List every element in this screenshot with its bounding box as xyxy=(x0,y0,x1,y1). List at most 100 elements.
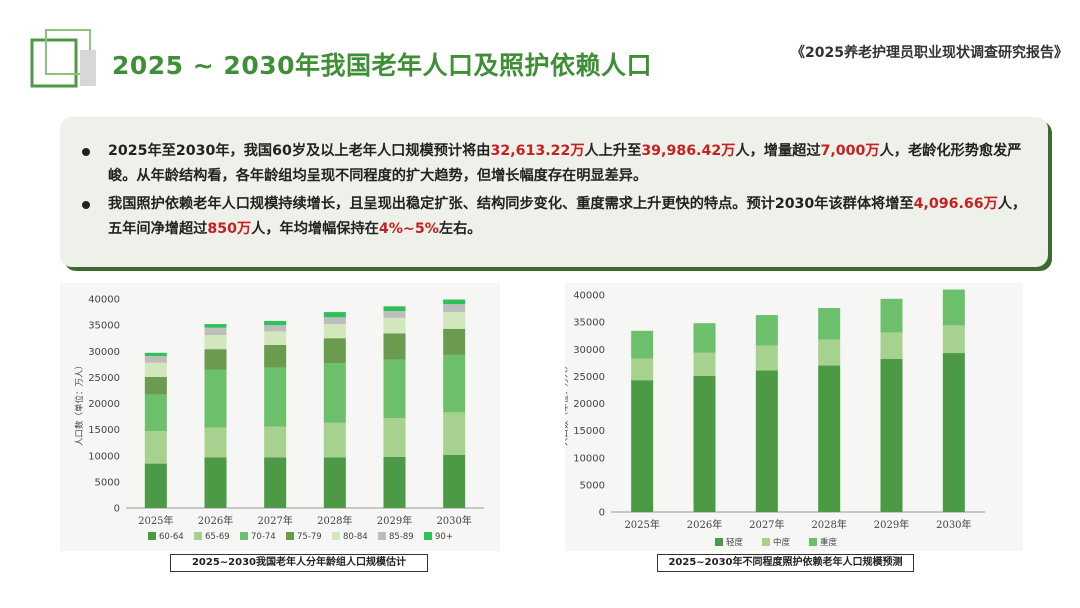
bar-segment xyxy=(204,349,227,370)
age-group-chart-caption: 2025~2030我国老年人分年龄组人口规模估计 xyxy=(170,554,428,572)
legend-swatch xyxy=(762,538,770,546)
bar-segment xyxy=(383,359,406,419)
age-group-chart-panel: 0 5000 10000 15000 20000 25000 30000 35000 40000… xyxy=(60,283,500,551)
bar-segment xyxy=(755,345,778,371)
bar-segment xyxy=(323,363,346,423)
bullet-2-text-1: 我国照护依赖老年人口规模持续增长，且呈现出稳定扩张、结构同步变化、重度需求上升更… xyxy=(108,196,914,212)
bar-segment xyxy=(144,362,167,377)
legend-label: 90+ xyxy=(435,532,453,542)
y-tick-label: 5000 xyxy=(580,480,605,491)
y-tick-label: 40000 xyxy=(88,295,120,306)
legend-swatch xyxy=(148,532,156,540)
bar-segment xyxy=(942,325,965,354)
dependency-chart: 0 5000 10000 15000 20000 25000 30000 35000 40000… xyxy=(565,289,985,548)
bullet-1-text-4: 人，老龄化形势愈发严峻。从年龄结构看，各年龄组均呈现不同程度的扩大趋势，但增长幅… xyxy=(108,143,1022,184)
x-tick-label: 2029年 xyxy=(377,514,412,527)
y-tick-label: 20000 xyxy=(573,399,605,410)
legend-label: 65-69 xyxy=(205,532,230,542)
x-tick-label: 2025年 xyxy=(138,514,173,527)
bar-segment xyxy=(204,324,227,328)
legend-label: 重度 xyxy=(820,537,838,548)
bar-segment xyxy=(144,376,167,395)
x-tick-label: 2029年 xyxy=(874,518,909,531)
bar-segment xyxy=(443,304,466,313)
bar-segment xyxy=(144,355,167,363)
logo-squares xyxy=(30,29,96,88)
bar-segment xyxy=(144,431,167,464)
bar-segment xyxy=(443,354,466,413)
bar-segment xyxy=(264,325,287,332)
bar-segment xyxy=(144,394,167,432)
bar-segment xyxy=(443,299,466,305)
bar-segment xyxy=(383,306,406,312)
bar-segment xyxy=(631,330,654,359)
bar-segment xyxy=(323,312,346,318)
bullet-2-text-3: 人，年均增幅保持在 xyxy=(251,221,379,237)
bar-segment xyxy=(942,289,965,326)
legend-label: 70-74 xyxy=(251,532,276,542)
bar-segment xyxy=(204,457,227,508)
bar-segment xyxy=(144,352,167,356)
y-tick-label: 25000 xyxy=(88,373,120,384)
x-tick-label: 2026年 xyxy=(687,518,722,531)
bar-segment xyxy=(880,359,903,512)
bar-segment xyxy=(204,327,227,336)
page-title: 2025 ~ 2030年我国老年人口及照护依赖人口 xyxy=(112,51,653,80)
y-tick-label: 15000 xyxy=(88,425,120,436)
bar-segment xyxy=(755,370,778,512)
bar-segment xyxy=(323,457,346,508)
bullet-2-highlight-2: 850万 xyxy=(207,221,252,237)
y-tick-label: 30000 xyxy=(88,347,120,358)
bullet-1-text-1: 2025年至2030年，我国60岁及以上老年人口规模预计将由 xyxy=(108,143,491,159)
bar-segment xyxy=(443,412,466,455)
y-axis-label: 人口数（单位：万人） xyxy=(565,361,570,446)
bar-segment xyxy=(693,352,716,376)
bullet-dot-icon xyxy=(82,201,90,209)
bar-segment xyxy=(323,324,346,339)
x-tick-label: 2025年 xyxy=(624,518,659,531)
bullet-dot-icon xyxy=(82,148,90,156)
legend-label: 60-64 xyxy=(159,532,184,542)
bar-segment xyxy=(383,456,406,508)
x-tick-label: 2030年 xyxy=(436,514,471,527)
bar-segment xyxy=(443,328,466,355)
bullet-1-highlight-2: 39,986.42万 xyxy=(641,143,736,159)
bar-segment xyxy=(323,317,346,325)
bullet-1-highlight-1: 32,613.22万 xyxy=(490,143,585,159)
bar-segment xyxy=(323,422,346,458)
legend-swatch xyxy=(286,532,294,540)
y-tick-label: 25000 xyxy=(573,372,605,383)
y-tick-label: 35000 xyxy=(573,318,605,329)
bar-segment xyxy=(323,338,346,364)
y-tick-label: 0 xyxy=(114,504,120,515)
legend-swatch xyxy=(194,532,202,540)
bullet-1-text-3: 人，增量超过 xyxy=(735,143,821,159)
bar-segment xyxy=(818,365,841,512)
bar-segment xyxy=(631,380,654,512)
bar-segment xyxy=(818,339,841,366)
bar-segment xyxy=(755,315,778,346)
y-tick-label: 40000 xyxy=(573,291,605,302)
bullet-2-text-4: 左右。 xyxy=(438,221,482,237)
bar-segment xyxy=(383,418,406,457)
bar-segment xyxy=(204,427,227,458)
dependency-chart-caption: 2025~2030年不同程度照护依赖老年人口规模预测 xyxy=(657,554,914,572)
y-tick-label: 15000 xyxy=(573,426,605,437)
bar-segment xyxy=(942,353,965,512)
bar-segment xyxy=(204,335,227,350)
bar-segment xyxy=(383,333,406,360)
bar-segment xyxy=(880,298,903,333)
legend-swatch xyxy=(332,532,340,540)
bullet-1-text-2: 人上升至 xyxy=(584,143,642,159)
bar-segment xyxy=(204,369,227,428)
legend-label: 轻度 xyxy=(726,537,744,548)
bar-segment xyxy=(443,312,466,329)
y-tick-label: 35000 xyxy=(88,321,120,332)
legend-swatch xyxy=(378,532,386,540)
age-group-chart: 0 5000 10000 15000 20000 25000 30000 35000 40000… xyxy=(74,295,484,542)
summary-box: 2025年至2030年，我国60岁及以上老年人口规模预计将由32,613.22万… xyxy=(60,117,1048,267)
x-tick-label: 2027年 xyxy=(257,514,292,527)
x-tick-label: 2028年 xyxy=(317,514,352,527)
x-tick-label: 2026年 xyxy=(198,514,233,527)
dependency-chart-panel: 0 5000 10000 15000 20000 25000 30000 35000 40000… xyxy=(565,283,1023,551)
